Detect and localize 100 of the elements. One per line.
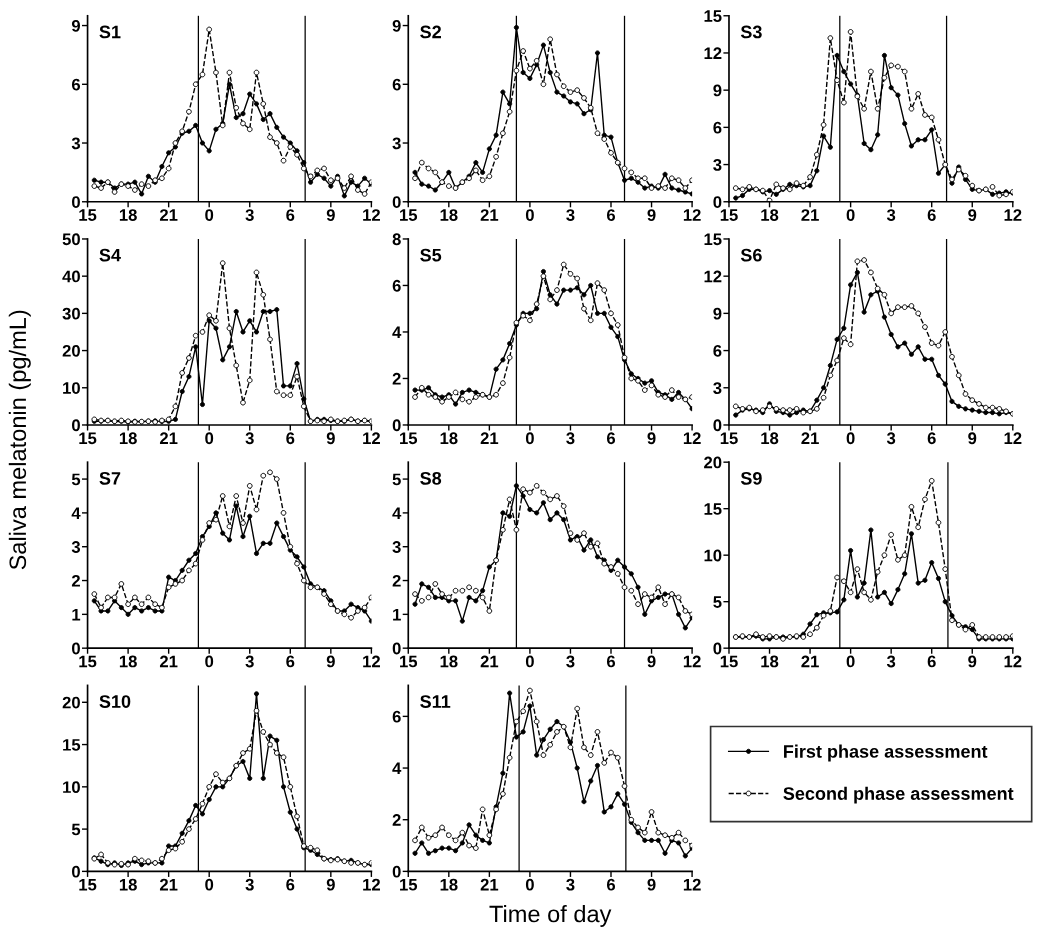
y-tick-label: 5 (392, 473, 401, 486)
y-tick-label: 8 (392, 233, 401, 246)
x-tick-label: 18 (440, 655, 458, 668)
x-tick-label: 15 (400, 432, 418, 445)
x-tick-label: 6 (927, 209, 936, 221)
chart-title: S3 (740, 25, 762, 39)
y-tick-label: 15 (704, 503, 722, 515)
y-tick-label: 0 (72, 419, 80, 432)
y-tick-label: 9 (71, 19, 80, 32)
y-tick-label: 2 (392, 814, 401, 826)
x-tick-label: 0 (525, 878, 534, 891)
y-tick-label: 20 (62, 344, 80, 357)
x-tick-label: 12 (1004, 432, 1022, 444)
y-tick-label: 15 (704, 233, 722, 246)
x-tick-label: 9 (647, 432, 656, 445)
chart-title: S11 (420, 695, 451, 708)
y-tick-label: 10 (704, 549, 722, 562)
x-tick-label: 18 (119, 878, 137, 891)
chart-title: S4 (99, 248, 121, 262)
y-tick-label: 1 (393, 608, 401, 621)
x-tick-label: 6 (286, 655, 295, 668)
y-tick-label: 30 (62, 307, 80, 320)
y-tick-label: 3 (71, 541, 81, 553)
y-tick-label: 9 (713, 307, 722, 320)
x-tick-label: 9 (968, 655, 977, 668)
x-tick-label: 0 (205, 209, 214, 221)
x-tick-label: 12 (683, 655, 701, 668)
x-tick-label: 21 (801, 432, 819, 444)
x-tick-label: 3 (886, 432, 896, 445)
x-tick-label: 12 (363, 209, 380, 221)
x-tick-label: 9 (647, 655, 656, 668)
x-tick-label: 9 (968, 209, 977, 221)
y-tick-label: 12 (704, 47, 722, 59)
x-tick-label: 21 (159, 432, 178, 444)
x-tick-label: 21 (480, 655, 499, 668)
chart-title: S9 (740, 471, 762, 485)
x-tick-label: 3 (245, 878, 254, 891)
y-tick-label: 6 (392, 78, 401, 91)
x-tick-label: 0 (846, 209, 855, 221)
x-tick-label: 18 (119, 432, 137, 445)
y-tick-label: 15 (63, 739, 81, 751)
y-tick-label: 6 (392, 279, 401, 292)
chart-title: S10 (99, 695, 131, 708)
x-tick-label: 12 (683, 209, 701, 221)
x-tick-label: 6 (927, 432, 936, 445)
x-tick-label: 21 (801, 655, 819, 668)
x-tick-label: 3 (566, 432, 575, 445)
chart-title: S6 (740, 248, 762, 262)
y-tick-label: 4 (392, 507, 402, 519)
x-tick-label: 18 (761, 209, 779, 221)
y-tick-label: 0 (392, 642, 401, 655)
x-tick-label: 6 (927, 655, 936, 668)
x-tick-label: 18 (761, 432, 779, 445)
x-tick-label: 18 (119, 655, 137, 668)
x-tick-label: 6 (606, 655, 616, 668)
y-tick-label: 0 (713, 196, 722, 208)
x-tick-label: 12 (363, 655, 380, 668)
x-tick-label: 3 (245, 655, 254, 668)
x-tick-label: 6 (606, 878, 616, 891)
y-tick-label: 0 (392, 196, 401, 208)
y-tick-label: 6 (713, 344, 722, 357)
y-tick-label: 9 (713, 84, 722, 97)
x-tick-label: 3 (245, 432, 254, 445)
x-tick-label: 0 (205, 655, 214, 668)
x-tick-label: 12 (1004, 655, 1022, 668)
x-tick-label: 15 (400, 878, 418, 891)
y-tick-label: 4 (392, 762, 402, 775)
x-tick-label: 3 (566, 209, 575, 221)
x-tick-label: 21 (159, 655, 178, 668)
x-tick-label: 0 (525, 209, 534, 221)
x-tick-label: 9 (326, 209, 335, 221)
y-tick-label: 20 (62, 696, 80, 709)
x-tick-label: 6 (286, 209, 295, 221)
y-tick-label: 3 (713, 158, 722, 171)
y-tick-label: 3 (713, 382, 722, 394)
x-tick-label: 6 (286, 432, 295, 445)
x-tick-label: 9 (326, 432, 335, 445)
y-tick-label: 5 (713, 596, 722, 608)
x-tick-label: 18 (440, 432, 458, 445)
legend-label: First phase assessment (784, 744, 988, 762)
x-tick-label: 18 (440, 878, 458, 891)
x-tick-label: 21 (480, 878, 499, 891)
x-tick-label: 9 (326, 878, 335, 891)
x-tick-label: 18 (440, 209, 458, 221)
x-tick-label: 18 (761, 655, 779, 668)
y-tick-label: 50 (62, 233, 80, 246)
y-axis-title: Saliva melatonin (pg/mL) (8, 310, 31, 570)
x-tick-label: 0 (205, 432, 214, 445)
chart-title: S8 (420, 471, 442, 485)
y-tick-label: 0 (72, 642, 80, 655)
x-tick-label: 21 (801, 209, 819, 221)
y-tick-label: 5 (71, 473, 81, 486)
y-tick-label: 0 (713, 642, 722, 655)
x-tick-label: 15 (400, 209, 418, 221)
y-tick-label: 0 (72, 865, 80, 878)
y-tick-label: 0 (713, 419, 722, 432)
y-tick-label: 5 (71, 823, 81, 836)
x-tick-label: 3 (886, 209, 896, 221)
chart-title: S5 (420, 248, 442, 262)
chart-title: S7 (99, 471, 121, 485)
